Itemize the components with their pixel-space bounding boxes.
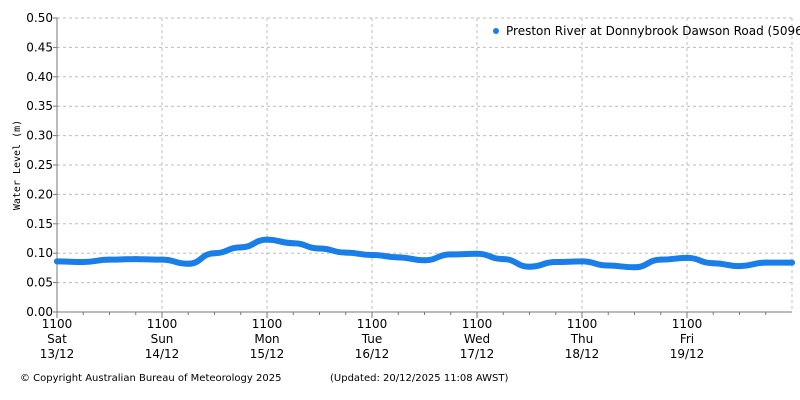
y-tick-label: 0.45 [26,40,53,54]
x-tick-date: 19/12 [670,347,705,361]
legend-label: Preston River at Donnybrook Dawson Road … [506,24,800,38]
data-point [552,259,559,266]
data-point [500,256,507,263]
data-point [710,260,717,267]
y-tick-label: 0.15 [26,217,53,231]
data-point [447,251,454,258]
copyright-text: © Copyright Australian Bureau of Meteoro… [20,373,282,384]
y-tick-label: 0.25 [26,158,53,172]
y-axis-label: Water Level (m) [12,120,23,210]
data-point [762,259,769,266]
x-tick-date: 13/12 [40,347,75,361]
data-point [474,250,480,257]
data-point [54,258,60,265]
x-tick-time: 1100 [147,317,178,331]
y-tick-label: 0.05 [26,276,53,290]
x-tick-time: 1100 [567,317,598,331]
x-tick-day: Tue [361,332,383,346]
x-tick-time: 1100 [357,317,388,331]
y-tick-label: 0.10 [26,246,53,260]
x-tick-time: 1100 [672,317,703,331]
data-point [106,256,113,263]
x-tick-time: 1100 [42,317,73,331]
data-point [80,259,87,266]
y-tick-label: 0.30 [26,129,53,143]
y-tick-label: 0.40 [26,70,53,84]
updated-text: (Updated: 20/12/2025 11:08 AWST) [330,373,509,384]
data-point [789,259,795,266]
data-point [316,245,323,252]
data-point [421,257,428,264]
x-tick-day: Sun [151,332,174,346]
data-point [631,264,638,271]
x-tick-time: 1100 [462,317,493,331]
x-tick-day: Fri [680,332,694,346]
data-point [395,254,402,261]
data-point [526,263,533,270]
y-tick-label: 0.35 [26,99,53,113]
data-point [342,249,349,256]
x-tick-date: 14/12 [145,347,180,361]
x-tick-date: 18/12 [565,347,600,361]
x-tick-day: Mon [254,332,279,346]
x-tick-date: 17/12 [460,347,495,361]
data-point [159,256,165,263]
data-point [211,250,218,257]
data-point [132,256,139,263]
data-point [237,244,244,251]
x-tick-date: 15/12 [250,347,285,361]
data-point [684,254,690,261]
legend-marker [493,28,499,34]
x-tick-date: 16/12 [355,347,390,361]
data-point [605,262,612,269]
x-tick-day: Sat [47,332,67,346]
y-tick-label: 0.00 [26,305,53,319]
data-point [369,251,375,258]
y-tick-label: 0.50 [26,11,53,25]
data-point [657,256,664,263]
y-tick-label: 0.20 [26,187,53,201]
data-point [736,263,743,270]
data-point [264,236,270,243]
data-point [579,258,585,265]
data-point [185,260,192,267]
x-tick-day: Wed [464,332,490,346]
data-point [290,240,297,247]
x-tick-day: Thu [570,332,594,346]
x-tick-time: 1100 [252,317,283,331]
